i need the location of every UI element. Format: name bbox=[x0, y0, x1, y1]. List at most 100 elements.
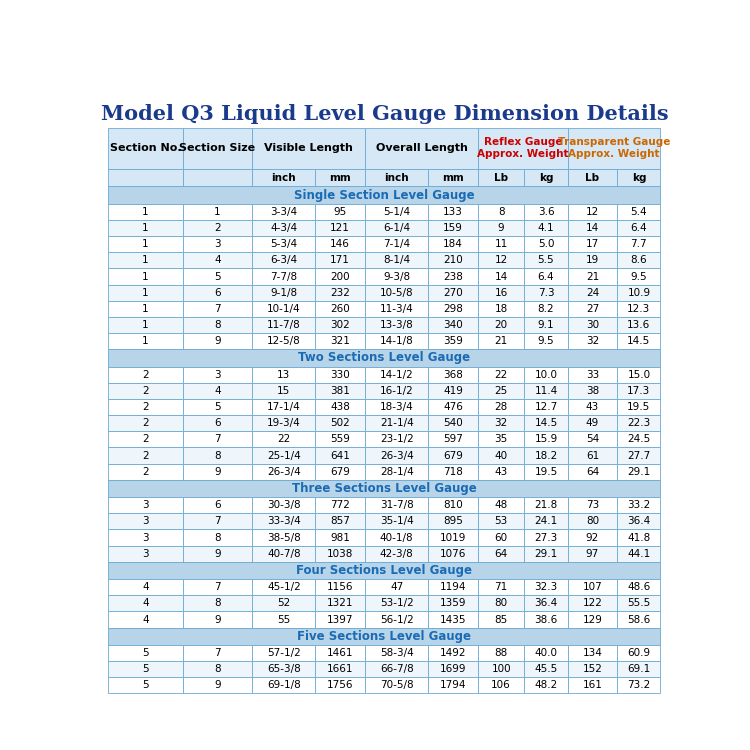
Text: 19.5: 19.5 bbox=[627, 402, 650, 412]
Text: 29.1: 29.1 bbox=[627, 466, 650, 477]
Text: 32: 32 bbox=[494, 419, 508, 428]
Bar bbox=[617, 333, 661, 350]
Bar bbox=[182, 268, 252, 284]
Text: 3: 3 bbox=[142, 549, 148, 559]
Text: 2: 2 bbox=[142, 386, 148, 396]
Bar bbox=[182, 530, 252, 546]
Bar bbox=[315, 169, 365, 187]
Text: 238: 238 bbox=[443, 272, 463, 281]
Bar bbox=[252, 382, 315, 399]
Bar bbox=[365, 301, 428, 317]
Text: 8: 8 bbox=[214, 532, 220, 542]
Bar bbox=[108, 220, 182, 236]
Bar bbox=[524, 220, 568, 236]
Bar bbox=[568, 236, 617, 252]
Bar bbox=[182, 546, 252, 562]
Text: 438: 438 bbox=[330, 402, 350, 412]
Bar bbox=[568, 513, 617, 529]
Bar bbox=[108, 382, 182, 399]
Text: 559: 559 bbox=[330, 434, 350, 445]
Text: 80: 80 bbox=[494, 598, 508, 608]
Bar bbox=[252, 128, 365, 169]
Bar bbox=[108, 497, 182, 513]
Text: 1: 1 bbox=[142, 288, 148, 298]
Text: 4: 4 bbox=[142, 582, 148, 592]
Bar bbox=[428, 662, 478, 677]
Text: 8: 8 bbox=[214, 320, 220, 330]
Text: 122: 122 bbox=[583, 598, 602, 608]
Text: 1: 1 bbox=[142, 223, 148, 233]
Text: 11: 11 bbox=[494, 239, 508, 249]
Text: 10-1/4: 10-1/4 bbox=[267, 304, 301, 313]
Bar bbox=[315, 645, 365, 662]
Text: 330: 330 bbox=[330, 370, 350, 380]
Bar bbox=[315, 677, 365, 694]
Bar bbox=[568, 204, 617, 220]
Bar bbox=[365, 252, 428, 268]
Text: 97: 97 bbox=[586, 549, 599, 559]
Bar bbox=[524, 677, 568, 694]
Text: 65-3/8: 65-3/8 bbox=[267, 664, 301, 674]
Bar bbox=[568, 546, 617, 562]
Text: 3.6: 3.6 bbox=[538, 207, 554, 217]
Text: 171: 171 bbox=[330, 255, 350, 266]
Bar bbox=[568, 367, 617, 382]
Text: 1: 1 bbox=[214, 207, 220, 217]
Text: 61: 61 bbox=[586, 451, 599, 460]
Bar bbox=[182, 284, 252, 301]
Bar bbox=[315, 464, 365, 480]
Text: 210: 210 bbox=[443, 255, 463, 266]
Bar bbox=[182, 513, 252, 529]
Bar bbox=[428, 497, 478, 513]
Text: 9-3/8: 9-3/8 bbox=[383, 272, 410, 281]
Text: 1661: 1661 bbox=[327, 664, 353, 674]
Bar bbox=[182, 301, 252, 317]
Bar bbox=[315, 596, 365, 611]
Bar bbox=[365, 464, 428, 480]
Bar bbox=[252, 301, 315, 317]
Bar bbox=[252, 333, 315, 350]
Text: 35: 35 bbox=[494, 434, 508, 445]
Bar bbox=[315, 448, 365, 464]
Bar bbox=[315, 497, 365, 513]
Bar bbox=[524, 645, 568, 662]
Text: 2: 2 bbox=[142, 434, 148, 445]
Bar bbox=[252, 662, 315, 677]
Text: 8: 8 bbox=[214, 451, 220, 460]
Bar bbox=[252, 236, 315, 252]
Text: 133: 133 bbox=[443, 207, 463, 217]
Text: 857: 857 bbox=[330, 517, 350, 526]
Text: 10-5/8: 10-5/8 bbox=[380, 288, 413, 298]
Text: 40: 40 bbox=[494, 451, 508, 460]
Text: mm: mm bbox=[442, 172, 464, 183]
Text: 146: 146 bbox=[330, 239, 350, 249]
Text: 16-1/2: 16-1/2 bbox=[380, 386, 413, 396]
Text: 10.0: 10.0 bbox=[535, 370, 557, 380]
Bar bbox=[617, 579, 661, 596]
Bar bbox=[108, 284, 182, 301]
Bar bbox=[182, 645, 252, 662]
Bar bbox=[252, 546, 315, 562]
Bar bbox=[252, 677, 315, 694]
Text: 38.6: 38.6 bbox=[534, 614, 557, 625]
Bar bbox=[568, 611, 617, 628]
Bar bbox=[315, 333, 365, 350]
Bar bbox=[568, 448, 617, 464]
Bar bbox=[252, 530, 315, 546]
Bar bbox=[108, 480, 661, 497]
Bar bbox=[365, 546, 428, 562]
Bar bbox=[428, 236, 478, 252]
Text: 298: 298 bbox=[443, 304, 463, 313]
Text: 4: 4 bbox=[214, 386, 220, 396]
Bar bbox=[617, 645, 661, 662]
Bar bbox=[108, 236, 182, 252]
Text: 17-1/4: 17-1/4 bbox=[267, 402, 301, 412]
Bar bbox=[365, 431, 428, 448]
Bar bbox=[617, 252, 661, 268]
Bar bbox=[524, 513, 568, 529]
Text: inch: inch bbox=[272, 172, 296, 183]
Text: 106: 106 bbox=[491, 680, 511, 691]
Bar bbox=[428, 169, 478, 187]
Bar bbox=[182, 596, 252, 611]
Bar bbox=[568, 220, 617, 236]
